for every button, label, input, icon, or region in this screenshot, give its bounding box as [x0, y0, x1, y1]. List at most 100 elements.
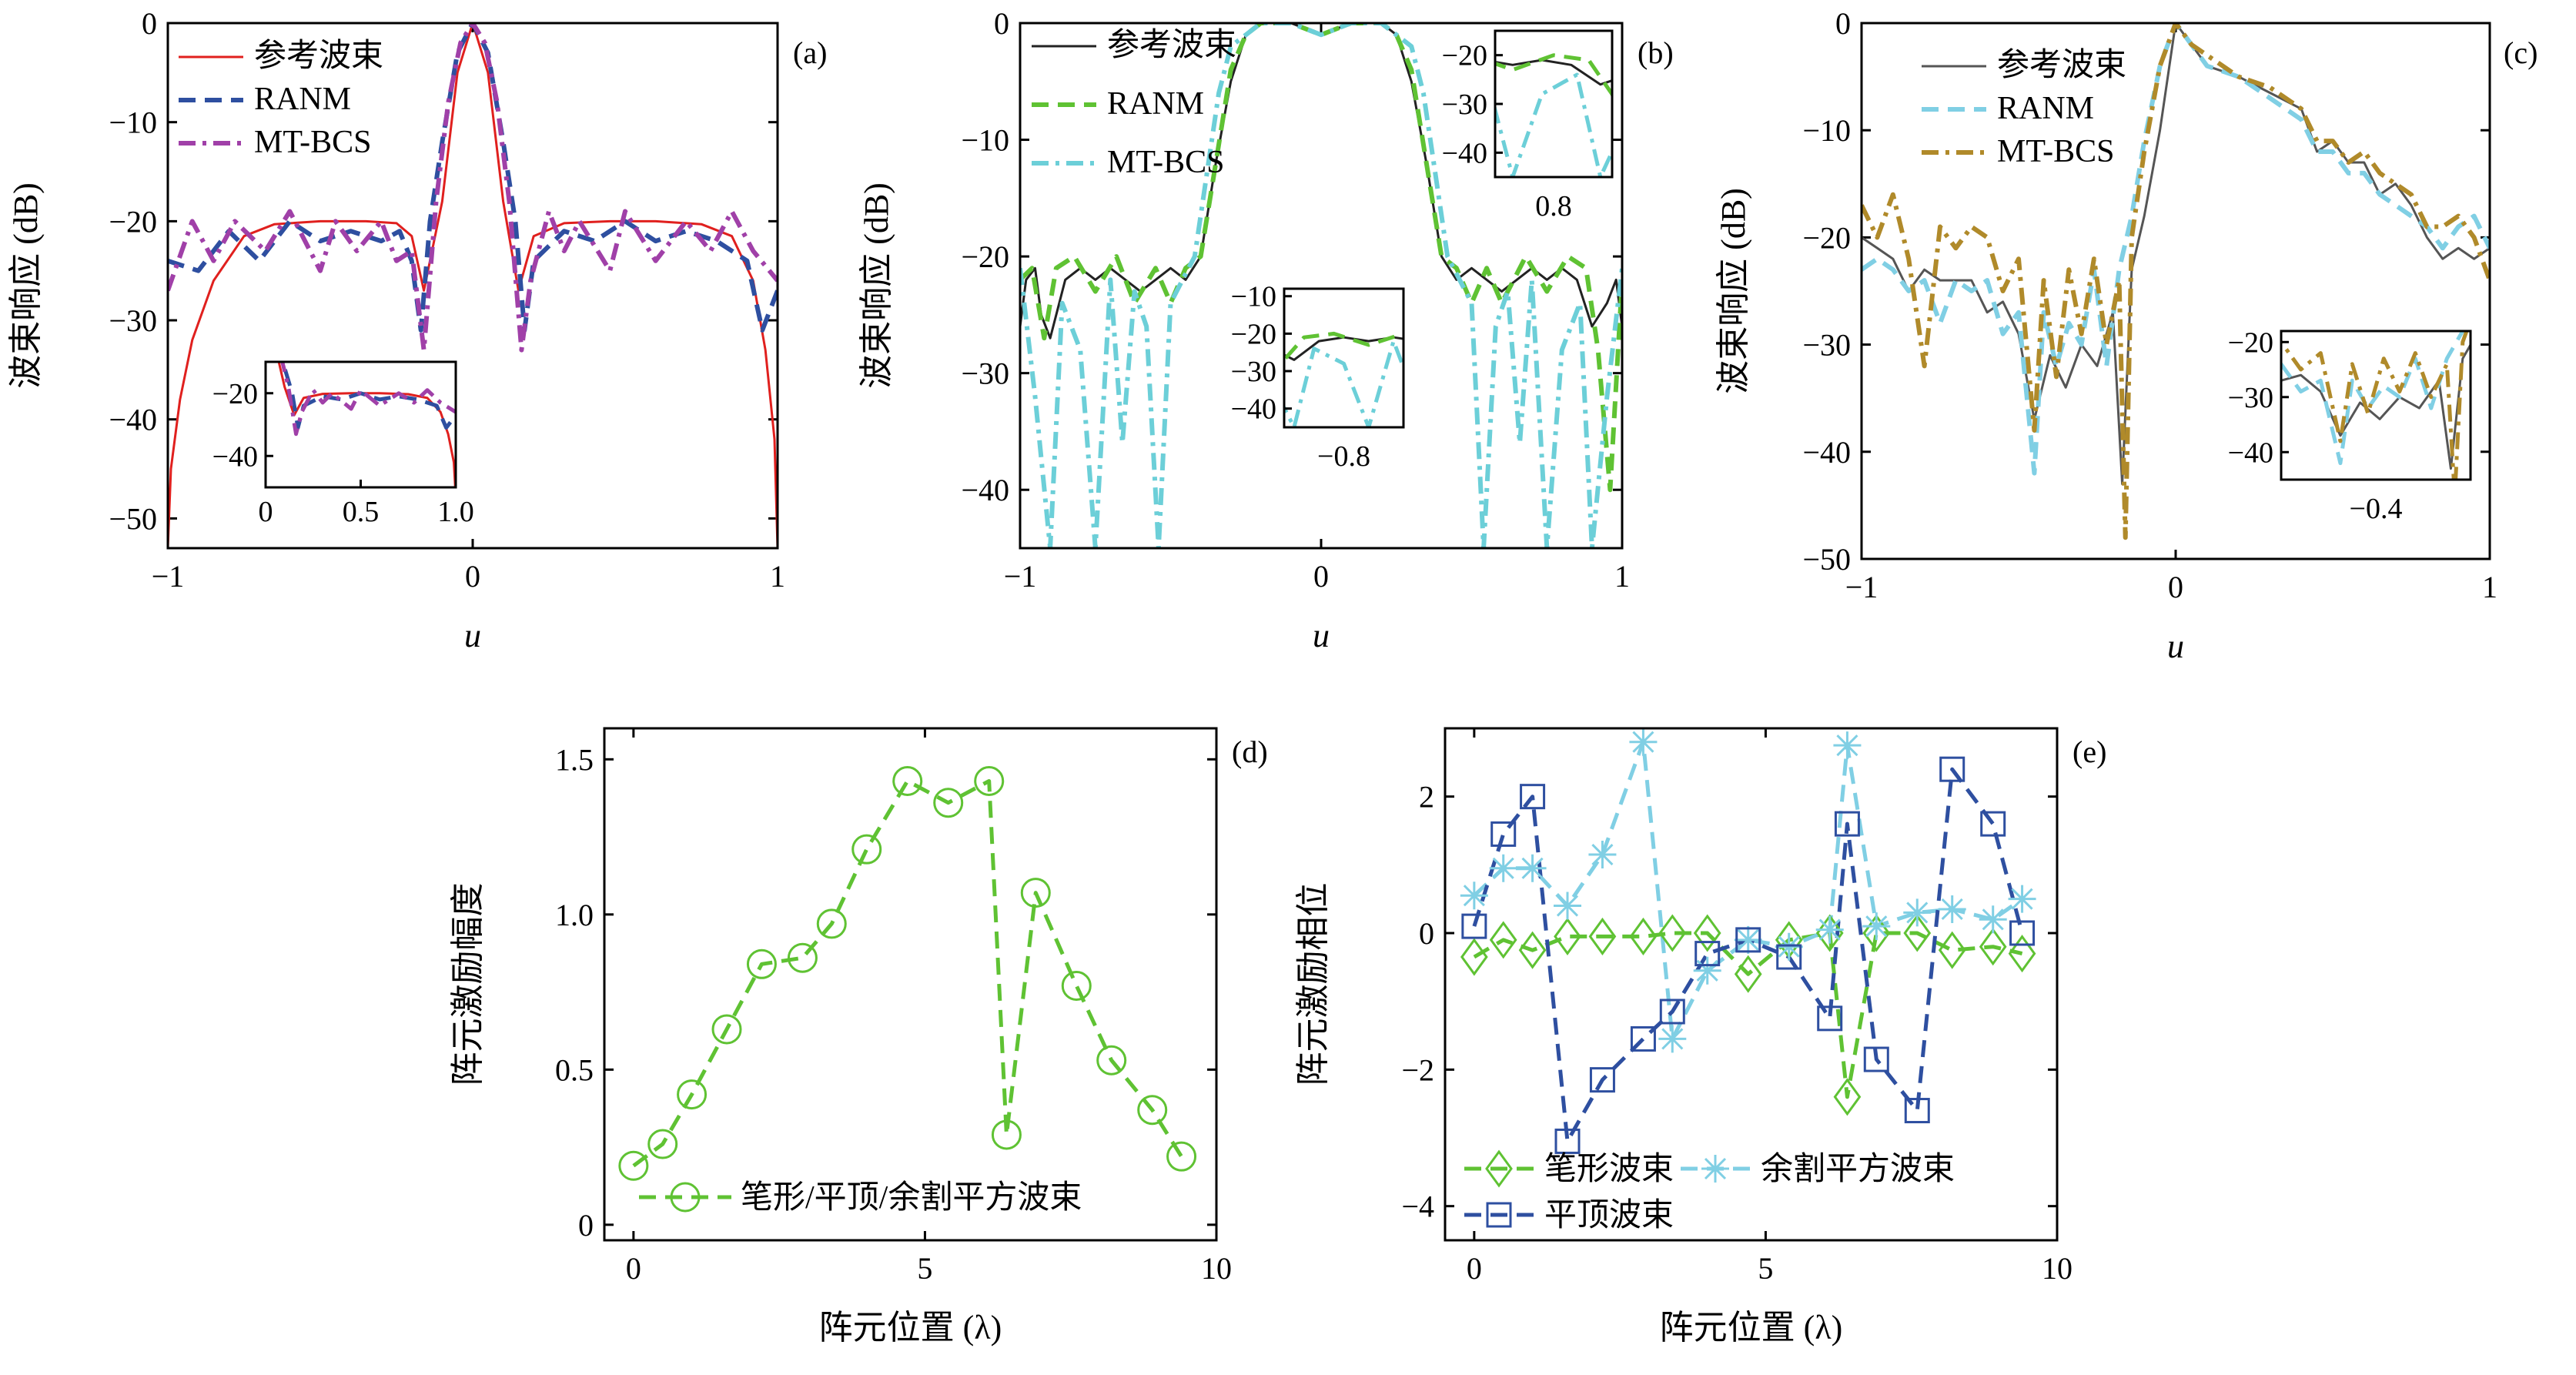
legend-label: RANM — [1997, 91, 2094, 126]
y-tick-label: −2 — [1401, 1052, 1434, 1087]
data-point — [1979, 928, 2007, 966]
inset-background — [2281, 331, 2471, 480]
inset-y-tick-label: −30 — [1231, 356, 1276, 388]
data-point — [1658, 914, 1687, 952]
data-point — [1629, 917, 1658, 955]
data-point — [1862, 914, 1891, 952]
x-tick-label: 0 — [2168, 570, 2183, 604]
x-tick-label: −1 — [152, 559, 185, 594]
data-point — [1554, 1128, 1581, 1154]
inset-x-tick-label: −0.8 — [1317, 440, 1370, 473]
data-point — [1693, 956, 1721, 985]
data-point — [1518, 931, 1547, 969]
y-tick-label: −20 — [109, 204, 157, 239]
inset-x-tick-label: 0.8 — [1535, 190, 1572, 222]
y-axis-label: 波束响应 (dB) — [858, 182, 895, 389]
inset-y-tick-label: −40 — [2228, 437, 2273, 469]
inset-y-tick-label: −30 — [1442, 89, 1487, 121]
y-tick-label: −10 — [1802, 113, 1851, 148]
legend-label: 笔形/平顶/余割平方波束 — [741, 1179, 1082, 1216]
plot-area — [632, 779, 1183, 1168]
data-point — [1815, 915, 1844, 944]
data-point — [1520, 784, 1546, 810]
data-point — [991, 1119, 1022, 1150]
x-tick-label: 0 — [465, 559, 480, 594]
plot-area — [1020, 23, 1622, 548]
inset-y-tick-label: −40 — [1442, 137, 1487, 169]
data-point — [2009, 920, 2036, 946]
data-point — [1629, 728, 1658, 756]
inset-series-line — [280, 362, 456, 430]
data-point — [2008, 885, 2036, 913]
x-tick-label: 0 — [1313, 559, 1329, 594]
axes-frame — [1019, 22, 1624, 550]
data-point — [1775, 932, 1803, 961]
series-line — [1862, 23, 2490, 476]
panel-label: (b) — [1638, 35, 1674, 70]
y-tick-label: −20 — [961, 239, 1009, 274]
y-tick-label: 0 — [578, 1208, 594, 1243]
data-point — [892, 766, 923, 797]
data-point — [1518, 854, 1547, 882]
data-point — [1490, 821, 1517, 847]
x-tick-label: 1 — [1614, 559, 1630, 594]
x-tick-label: 1 — [2482, 570, 2497, 604]
legend-label: RANM — [1107, 86, 1204, 122]
series-line — [168, 23, 778, 548]
inset-x-tick-label: 1.0 — [437, 496, 474, 528]
panel-label: (c) — [2504, 35, 2538, 70]
data-point — [1834, 811, 1860, 837]
data-point — [974, 766, 1005, 797]
inset-series-line — [280, 362, 456, 437]
axes-frame — [603, 727, 1218, 1242]
legend-label: 参考波束 — [254, 38, 383, 74]
y-tick-label: 0 — [994, 6, 1009, 41]
y-tick-label: −40 — [109, 403, 157, 437]
y-tick-label: −50 — [109, 501, 157, 536]
inset-y-tick-label: −20 — [212, 378, 258, 410]
y-tick-label: 0 — [1419, 916, 1434, 951]
y-axis-label: 阵元激励相位 — [1294, 883, 1332, 1086]
x-tick-label: 1 — [770, 559, 785, 594]
x-axis-label: u — [464, 617, 481, 654]
legend-label: MT-BCS — [1997, 134, 2115, 169]
data-point — [1061, 971, 1092, 1002]
series-line — [1020, 23, 1622, 493]
data-point — [647, 1129, 678, 1159]
legend-label: 平顶波束 — [1544, 1198, 1674, 1233]
data-point — [1137, 1095, 1168, 1126]
data-point — [1938, 931, 1966, 969]
x-tick-label: 10 — [2042, 1251, 2073, 1286]
data-point — [618, 1150, 649, 1181]
legend-label: RANM — [254, 82, 351, 117]
inset-y-tick-label: −20 — [1442, 40, 1487, 72]
data-point — [816, 908, 847, 939]
data-point — [1588, 917, 1617, 955]
series-line — [1020, 23, 1622, 548]
x-tick-label: 5 — [1758, 1251, 1773, 1286]
inset-y-tick-label: −20 — [1231, 318, 1276, 350]
inset-frame — [1283, 287, 1405, 429]
data-point — [1734, 955, 1762, 993]
inset-plot — [277, 362, 456, 487]
legend-label: MT-BCS — [254, 125, 372, 160]
data-point — [1486, 1202, 1512, 1228]
data-point — [1658, 1025, 1687, 1053]
plot-area — [1862, 23, 2490, 540]
inset-frame — [2280, 330, 2472, 481]
y-tick-label: 1.0 — [555, 898, 594, 932]
y-tick-label: −40 — [961, 473, 1009, 507]
y-tick-label: −4 — [1401, 1189, 1434, 1224]
data-point — [1489, 854, 1517, 882]
y-tick-label: −30 — [961, 356, 1009, 391]
plot-area — [168, 23, 778, 548]
series-line — [1862, 23, 2490, 540]
panel-label: (d) — [1232, 734, 1268, 769]
data-point — [851, 834, 882, 865]
legend-label: 参考波束 — [1997, 47, 2126, 83]
inset-plot — [1284, 331, 1403, 427]
data-point — [933, 788, 964, 818]
inset-y-tick-label: −10 — [1231, 281, 1276, 313]
y-tick-label: −10 — [961, 123, 1009, 158]
